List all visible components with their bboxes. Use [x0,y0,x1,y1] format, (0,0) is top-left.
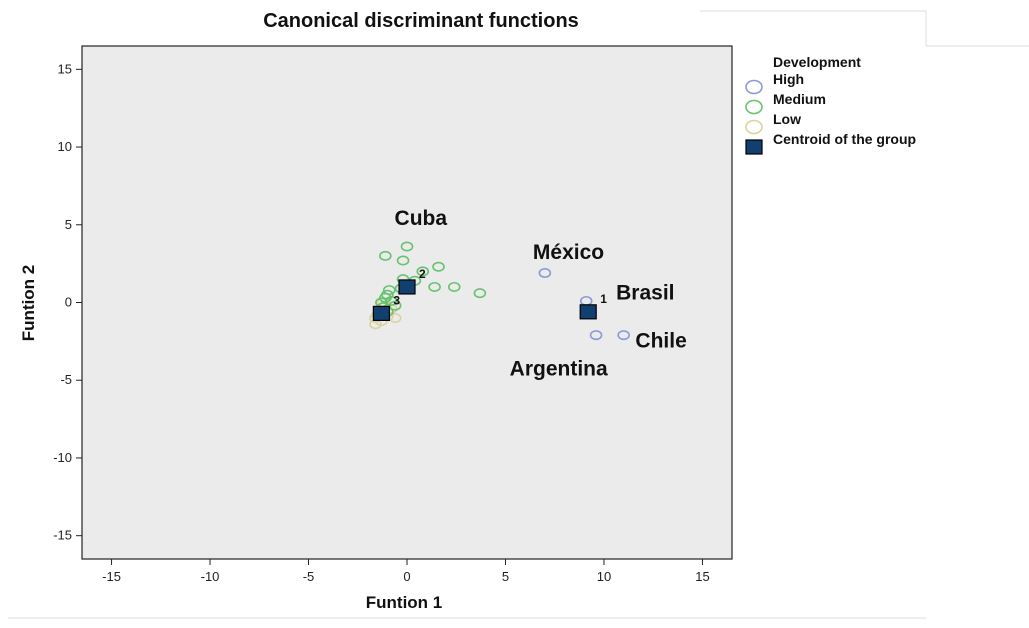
legend-marker [745,119,763,135]
chart-title: Canonical discriminant functions [263,10,579,32]
centroid-marker [372,305,390,321]
medium-point [379,250,392,261]
medium-point [396,255,410,266]
legend-label: Medium [773,91,826,107]
annotations: Cuba México Brasil Chile Argentina [395,207,687,381]
x-tick-label: -5 [303,569,315,584]
y-tick-label: -15 [53,528,72,543]
legend-marker [745,99,763,115]
legend-label: High [773,71,804,87]
legend-label: Low [773,111,801,127]
high-point [617,330,630,341]
x-tick-label: 15 [695,569,709,584]
legend-marker [745,79,763,95]
y-tick-label: -10 [53,450,72,465]
medium-point [432,261,445,272]
centroids: 1 2 3 [372,267,607,321]
high-point [589,330,603,341]
x-tick-label: 5 [502,569,509,584]
country-annotation: México [533,241,604,264]
y-axis: -15 -10 -5 0 5 10 15 [53,61,82,543]
y-axis-title: Funtion 2 [19,265,38,341]
centroid-label: 2 [419,267,426,281]
high-point [538,267,552,278]
legend-label: Centroid of the group [773,131,916,147]
plot-area [81,45,733,560]
centroid-marker [579,304,597,320]
medium-point [416,266,430,277]
country-annotation: Chile [635,330,686,353]
legend-title: Development [773,54,861,70]
medium-point [447,281,461,292]
x-axis: -15 -10 -5 0 5 10 15 [102,559,710,584]
y-tick-label: 5 [65,217,72,232]
legend: Development High Medium Low Centroid of the… [745,54,916,155]
y-tick-label: 10 [58,139,72,154]
country-annotation: Argentina [510,358,608,381]
centroid-label: 1 [600,292,607,306]
legend-marker [745,139,763,155]
y-tick-label: 15 [58,61,72,76]
x-axis-title: Funtion 1 [366,593,442,612]
x-tick-label: 10 [597,569,611,584]
centroid-marker [398,279,416,295]
x-tick-label: -10 [201,569,220,584]
country-annotation: Brasil [616,281,674,304]
y-tick-label: -5 [60,372,72,387]
y-tick-label: 0 [65,295,72,310]
medium-point [388,300,402,311]
x-tick-label: 0 [403,569,410,584]
medium-point [428,281,441,292]
country-annotation: Cuba [395,207,448,230]
centroid-label: 3 [393,293,400,307]
medium-point [400,241,414,252]
medium-point [473,288,487,299]
x-tick-label: -15 [102,569,121,584]
